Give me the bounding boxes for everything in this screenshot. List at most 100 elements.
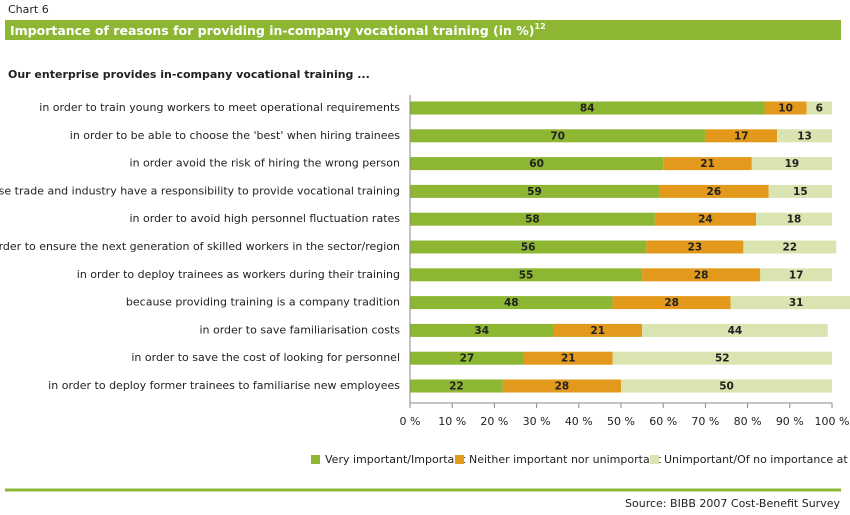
bar-segment: [410, 296, 613, 310]
category-label: in order to avoid high personnel fluctua…: [130, 212, 401, 225]
value-label: 26: [707, 186, 722, 198]
bar-segment: [642, 323, 828, 337]
value-label: 70: [550, 130, 565, 142]
x-tick-label: 100 %: [815, 415, 850, 428]
bar-segment: [654, 212, 757, 226]
bar-segment: [751, 157, 832, 171]
chart-number: Chart 6: [8, 3, 49, 16]
value-label: 56: [521, 242, 536, 254]
category-label: in order to deploy former trainees to fa…: [48, 379, 400, 392]
value-label: 55: [519, 269, 534, 281]
bar-segment: [523, 351, 613, 365]
title-text: Importance of reasons for providing in-c…: [10, 23, 535, 38]
category-label: in order to ensure the next generation o…: [0, 240, 400, 253]
x-tick-label: 70 %: [691, 415, 719, 428]
value-label: 21: [561, 353, 576, 365]
value-label: 10: [778, 103, 793, 115]
value-label: 28: [555, 381, 570, 393]
bar-segment: [705, 129, 778, 143]
bar-segment: [621, 379, 832, 393]
bar-segment: [806, 101, 832, 115]
value-label: 17: [789, 269, 804, 281]
bar-segment: [764, 101, 807, 115]
value-label: 19: [785, 158, 800, 170]
bar-segment: [642, 268, 761, 282]
title-footnote: 12: [535, 22, 546, 31]
value-label: 6: [816, 103, 823, 115]
category-label: because providing training is a company …: [126, 296, 400, 309]
bar-segment: [410, 351, 524, 365]
bar-segment: [760, 268, 832, 282]
value-label: 44: [728, 325, 743, 337]
bar-segment: [646, 240, 744, 254]
value-label: 84: [580, 103, 595, 115]
x-tick-label: 60 %: [649, 415, 677, 428]
bar-segment: [410, 184, 659, 198]
bar-segment: [743, 240, 837, 254]
x-tick-label: 50 %: [607, 415, 635, 428]
legend-swatch: [650, 455, 659, 464]
bar-segment: [768, 184, 832, 198]
bar-segment: [502, 379, 621, 393]
value-label: 13: [797, 130, 812, 142]
value-label: 52: [715, 353, 730, 365]
bar-segment: [777, 129, 832, 143]
value-label: 59: [527, 186, 542, 198]
value-label: 48: [504, 297, 519, 309]
category-label: because trade and industry have a respon…: [0, 184, 400, 197]
value-label: 28: [694, 269, 709, 281]
bar-segment: [410, 101, 765, 115]
legend-swatch: [311, 455, 320, 464]
x-tick-label: 30 %: [523, 415, 551, 428]
category-label: in order to be able to choose the 'best'…: [70, 129, 400, 142]
category-label: in order avoid the risk of hiring the wr…: [130, 157, 400, 170]
bar-segment: [553, 323, 643, 337]
x-tick-label: 0 %: [400, 415, 421, 428]
subtitle: Our enterprise provides in-company vocat…: [8, 68, 370, 81]
chart-title: Importance of reasons for providing in-c…: [10, 22, 546, 38]
bar-segment: [410, 212, 655, 226]
value-label: 58: [525, 214, 540, 226]
bar-segment: [410, 240, 647, 254]
value-label: 18: [787, 214, 802, 226]
bar-segment: [756, 212, 832, 226]
value-label: 27: [460, 353, 475, 365]
bar-segment: [410, 323, 554, 337]
value-label: 22: [782, 242, 797, 254]
value-label: 28: [664, 297, 679, 309]
bar-segment: [663, 157, 752, 171]
value-label: 21: [700, 158, 715, 170]
x-tick-label: 20 %: [480, 415, 508, 428]
x-tick-label: 10 %: [438, 415, 466, 428]
value-label: 15: [793, 186, 808, 198]
legend-label: Very important/Important: [325, 453, 466, 466]
value-label: 23: [688, 242, 703, 254]
value-label: 22: [449, 381, 464, 393]
bar-segment: [612, 296, 731, 310]
bar-segment: [410, 379, 503, 393]
bar-segment: [612, 351, 832, 365]
bar-segment: [410, 129, 706, 143]
category-label: in order to deploy trainees as workers d…: [77, 268, 400, 281]
value-label: 24: [698, 214, 713, 226]
legend-label: Unimportant/Of no importance at all: [664, 453, 850, 466]
x-tick-label: 80 %: [734, 415, 762, 428]
x-tick-label: 90 %: [776, 415, 804, 428]
value-label: 60: [529, 158, 544, 170]
value-label: 17: [734, 130, 749, 142]
bar-segment: [410, 268, 643, 282]
value-label: 31: [789, 297, 804, 309]
title-bar: [5, 20, 841, 40]
legend-label: Neither important nor unimportant: [469, 453, 662, 466]
x-tick-label: 40 %: [565, 415, 593, 428]
category-label: in order to save the cost of looking for…: [131, 351, 400, 364]
source: Source: BIBB 2007 Cost-Benefit Survey: [625, 497, 840, 510]
category-label: in order to train young workers to meet …: [39, 101, 400, 114]
category-label: in order to save familiarisation costs: [199, 323, 400, 336]
legend-swatch: [455, 455, 464, 464]
value-label: 21: [590, 325, 605, 337]
bar-segment: [730, 296, 850, 310]
value-label: 50: [719, 381, 734, 393]
bar-segment: [658, 184, 769, 198]
